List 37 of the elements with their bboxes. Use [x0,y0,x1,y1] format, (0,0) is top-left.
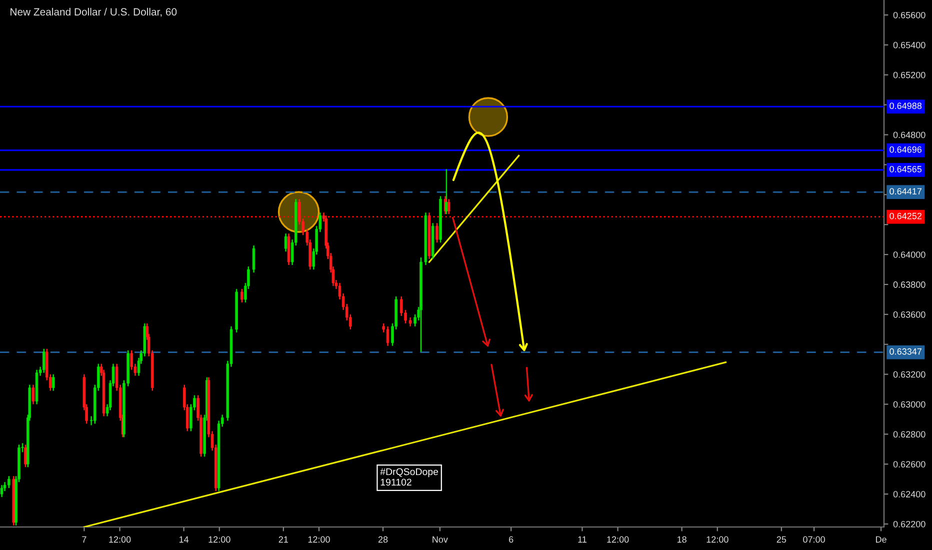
y-tick-label: 0.65400 [893,42,926,48]
x-tick-label: 25 [776,536,786,543]
y-tick-label: 0.62200 [893,520,926,528]
ref-line-label: 0.64252 [890,212,922,220]
x-tick-label: 18 [677,536,686,543]
y-tick-label: 0.63600 [893,311,926,318]
y-tick-label: 0.65200 [893,72,926,78]
x-tick-label: 7 [82,536,86,543]
y-tick-label: 0.62800 [893,431,926,438]
x-tick-label: 6 [509,536,514,543]
x-tick-label: Nov [432,536,448,543]
y-tick-label: 0.62400 [893,491,926,498]
y-tick-label: 0.63800 [893,281,926,288]
x-tick-label: De [876,536,886,543]
ref-line-label: 0.64417 [890,188,922,195]
y-tick-label: 0.64000 [893,251,926,258]
x-tick-label: 12:00 [607,536,629,543]
x-tick-label: 21 [278,536,288,543]
y-tick-label: 0.63200 [893,371,926,378]
y-tick-label: 0.62600 [893,461,926,468]
x-tick-label: 12:00 [706,536,728,543]
annotation: #DrQSoDope 191102 [380,468,438,486]
x-tick-label: 12:00 [308,536,330,543]
x-tick-label: 11 [578,536,586,543]
y-tick-label: 0.64800 [893,132,926,138]
text: New Zealand Dollar / U.S. Dollar, 60 [10,8,177,17]
x-tick-label: 12:00 [109,536,131,543]
y-tick-label: 0.65600 [893,12,926,18]
x-tick-label: 07:00 [803,536,825,543]
x-tick-label: 12:00 [208,536,230,543]
ref-line-label: 0.63347 [890,348,922,355]
ref-line-label: 0.64565 [890,166,922,172]
ref-line-label: 0.64988 [890,102,922,110]
x-tick-label: 14 [179,536,189,543]
x-tick-label: 28 [378,536,388,543]
ref-line-label: 0.64696 [890,146,922,153]
y-tick-label: 0.63000 [893,401,926,408]
